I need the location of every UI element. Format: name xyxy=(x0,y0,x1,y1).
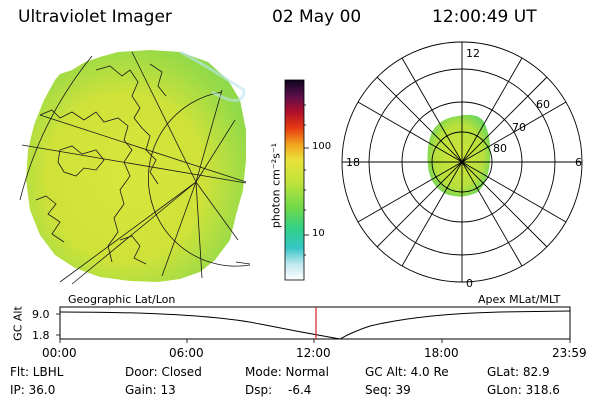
gc-alt-readout: GC Alt: 4.0 Re xyxy=(365,365,449,379)
filter-readout: Flt: LBHL xyxy=(10,365,64,379)
mlt-label-0: 0 xyxy=(466,277,473,290)
mlat-label-60: 60 xyxy=(536,98,550,111)
glat-readout: GLat: 82.9 xyxy=(487,365,550,379)
timeline-ytick-9: 9.0 xyxy=(32,308,50,321)
ip-readout: IP: 36.0 xyxy=(10,383,56,397)
observation-time: 12:00:49 UT xyxy=(432,7,537,27)
geo-grid xyxy=(19,51,251,285)
geographic-caption: Geographic Lat/Lon xyxy=(68,293,176,306)
observation-date: 02 May 00 xyxy=(272,7,362,27)
instrument-title: Ultraviolet Imager xyxy=(18,7,172,27)
dsp-label: Dsp: xyxy=(245,383,273,397)
coastlines xyxy=(35,63,167,265)
colorbar xyxy=(284,79,305,281)
timeline-plot xyxy=(56,306,571,343)
dsp-value: -6.4 xyxy=(288,383,312,397)
polar-grid xyxy=(341,41,583,283)
timeline-xtick-0000: 00:00 xyxy=(42,346,77,360)
mlat-label-80: 80 xyxy=(493,142,507,155)
timeline-ylabel: GC Alt xyxy=(11,306,25,341)
timeline-ytick-1.8: 1.8 xyxy=(32,329,50,342)
colorbar-ticks xyxy=(304,104,309,256)
timeline-xtick-1200: 12:00 xyxy=(296,346,331,360)
mlat-label-70: 70 xyxy=(512,121,526,134)
gain-readout: Gain: 13 xyxy=(125,383,176,397)
mode-readout: Mode: Normal xyxy=(245,365,329,379)
geo-limb-edge xyxy=(179,50,246,102)
polar-plot xyxy=(341,41,583,283)
timeline-xtick-2359: 23:59 xyxy=(552,346,587,360)
mlt-label-18: 18 xyxy=(346,156,360,169)
seq-readout: Seq: 39 xyxy=(365,383,411,397)
mlt-label-12: 12 xyxy=(466,47,480,60)
timeline-xtick-0600: 06:00 xyxy=(169,346,204,360)
mlt-label-6: 6 xyxy=(575,156,582,169)
gc-alt-curve xyxy=(59,310,571,340)
colorbar-unit-label: photon cm⁻²s⁻¹ xyxy=(269,142,283,229)
door-readout: Door: Closed xyxy=(125,365,202,379)
geographic-map xyxy=(19,50,251,285)
glon-readout: GLon: 318.6 xyxy=(487,383,560,397)
colorbar-tick-100: 100 xyxy=(312,141,332,152)
uv-image-geo xyxy=(26,50,246,282)
colorbar-tick-10: 10 xyxy=(312,228,325,239)
timeline-xtick-1800: 18:00 xyxy=(424,346,459,360)
auroral-oval-image xyxy=(427,114,491,197)
polar-caption: Apex MLat/MLT xyxy=(478,293,561,306)
